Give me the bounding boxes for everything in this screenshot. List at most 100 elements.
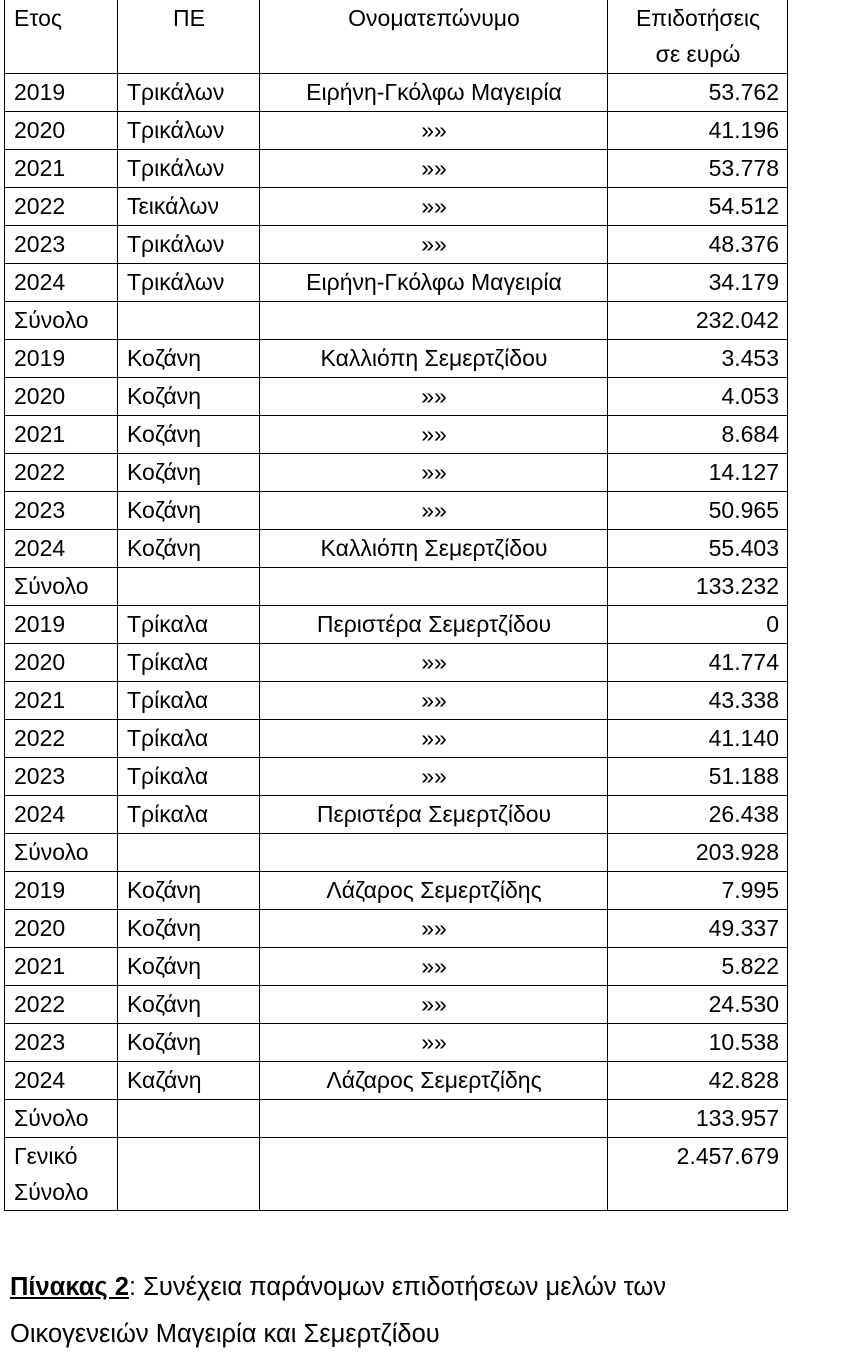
cell-amount: 3.453	[607, 339, 788, 378]
table-row: 2024 Καζάνη Λάζαρος Σεμερτζίδης 42.828	[4, 1061, 788, 1100]
table-row: 2023 Τρίκαλα»» 51.188	[4, 757, 788, 796]
caption-label: Πίνακας 2	[10, 1273, 129, 1301]
cell-year: 2020	[4, 643, 118, 682]
cell-amount: 7.995	[607, 871, 788, 910]
cell-amount: 232.042	[607, 301, 788, 340]
cell-year: 2024	[4, 263, 118, 302]
cell-full-name: »»	[259, 947, 608, 986]
grand-total-row: Γενικό Σύνολο 2.457.679	[4, 1137, 788, 1211]
cell-amount: 34.179	[607, 263, 788, 302]
cell-year: 2024	[4, 795, 118, 834]
header-row: Ετος ΠΕ Ονοματεπώνυμο Επιδοτήσεις σε ευρώ	[4, 0, 788, 74]
cell-amount: 49.337	[607, 909, 788, 948]
cell-amount: 4.053	[607, 377, 788, 416]
table-row: 2024 Τρικάλων Ειρήνη-Γκόλφω Μαγειρία 34.179	[4, 263, 788, 302]
cell-regional-unit: Τρίκαλα	[117, 643, 260, 682]
cell-amount: 203.928	[607, 833, 788, 872]
cell-year: Σύνολο	[4, 833, 118, 872]
cell-full-name	[259, 301, 608, 340]
cell-amount: 8.684	[607, 415, 788, 454]
cell-amount: 41.196	[607, 111, 788, 150]
cell-regional-unit	[117, 1099, 260, 1138]
cell-full-name: »»	[259, 643, 608, 682]
cell-amount: 41.774	[607, 643, 788, 682]
cell-full-name: »»	[259, 377, 608, 416]
subtotal-row: Σύνολο 133.957	[4, 1099, 788, 1138]
cell-regional-unit: Κοζάνη	[117, 909, 260, 948]
header-year: Ετος	[4, 0, 118, 74]
cell-regional-unit: Κοζάνη	[117, 453, 260, 492]
cell-year: 2022	[4, 453, 118, 492]
cell-amount: 54.512	[607, 187, 788, 226]
caption-text-line2: Οικογενειών Μαγειρία και Σεμερτζίδου	[10, 1320, 440, 1348]
cell-full-name: »»	[259, 415, 608, 454]
cell-amount: 43.338	[607, 681, 788, 720]
cell-regional-unit: Τρίκαλα	[117, 757, 260, 796]
cell-full-name: »»	[259, 719, 608, 758]
cell-regional-unit: Τρικάλων	[117, 111, 260, 150]
cell-amount: 133.957	[607, 1099, 788, 1138]
cell-regional-unit: Κοζάνη	[117, 377, 260, 416]
table-row: 2021 Τρικάλων»» 53.778	[4, 149, 788, 188]
cell-full-name: »»	[259, 111, 608, 150]
cell-year: 2024	[4, 1061, 118, 1100]
header-full-name: Ονοματεπώνυμο	[259, 0, 608, 74]
table-caption: Πίνακας 2: Συνέχεια παράνομων επιδοτήσεω…	[10, 1264, 666, 1358]
cell-year: 2021	[4, 947, 118, 986]
cell-amount: 24.530	[607, 985, 788, 1024]
header-regional-unit: ΠΕ	[117, 0, 260, 74]
cell-full-name: »»	[259, 187, 608, 226]
cell-regional-unit: Τρίκαλα	[117, 605, 260, 644]
header-subsidies-line2: σε ευρώ	[655, 41, 741, 67]
cell-full-name: Λάζαρος Σεμερτζίδης	[259, 871, 608, 910]
cell-year: Σύνολο	[4, 567, 118, 606]
table-row: 2020 Κοζάνη»» 49.337	[4, 909, 788, 948]
cell-regional-unit: Κοζάνη	[117, 339, 260, 378]
table-row: 2021 Τρίκαλα»» 43.338	[4, 681, 788, 720]
cell-full-name: Ειρήνη-Γκόλφω Μαγειρία	[259, 73, 608, 112]
cell-full-name	[259, 567, 608, 606]
cell-year: 2022	[4, 719, 118, 758]
cell-full-name: Περιστέρα Σεμερτζίδου	[259, 605, 608, 644]
subtotal-row: Σύνολο 203.928	[4, 833, 788, 872]
cell-regional-unit: Κοζάνη	[117, 985, 260, 1024]
cell-regional-unit: Τρικάλων	[117, 73, 260, 112]
cell-regional-unit: Κοζάνη	[117, 1023, 260, 1062]
cell-regional-unit: Κοζάνη	[117, 947, 260, 986]
cell-regional-unit: Τρίκαλα	[117, 795, 260, 834]
table-row: 2021 Κοζάνη»» 5.822	[4, 947, 788, 986]
grand-total-label-line1: Γενικό	[14, 1143, 78, 1169]
cell-regional-unit: Τρικάλων	[117, 225, 260, 264]
header-subsidies: Επιδοτήσεις σε ευρώ	[607, 0, 788, 74]
cell-year: 2023	[4, 757, 118, 796]
cell-regional-unit	[117, 301, 260, 340]
cell-regional-unit	[117, 567, 260, 606]
table-row: 2023 Κοζάνη»» 10.538	[4, 1023, 788, 1062]
cell-full-name: Ειρήνη-Γκόλφω Μαγειρία	[259, 263, 608, 302]
cell-amount: 53.762	[607, 73, 788, 112]
table-row: 2021 Κοζάνη»» 8.684	[4, 415, 788, 454]
cell-amount: 10.538	[607, 1023, 788, 1062]
grand-total-value: 2.457.679	[607, 1137, 788, 1211]
subtotal-row: Σύνολο 133.232	[4, 567, 788, 606]
table-row: 2022 Τεικάλων»» 54.512	[4, 187, 788, 226]
cell-full-name: »»	[259, 985, 608, 1024]
cell-year: 2023	[4, 225, 118, 264]
cell-year: 2019	[4, 871, 118, 910]
cell-year: Σύνολο	[4, 1099, 118, 1138]
cell-regional-unit: Τρικάλων	[117, 149, 260, 188]
cell-amount: 14.127	[607, 453, 788, 492]
cell-full-name: »»	[259, 149, 608, 188]
cell-year: 2019	[4, 73, 118, 112]
cell-regional-unit: Κοζάνη	[117, 415, 260, 454]
table-row: 2019 Τρικάλων Ειρήνη-Γκόλφω Μαγειρία 53.762	[4, 73, 788, 112]
cell-amount: 55.403	[607, 529, 788, 568]
table-row: 2019 Τρίκαλα Περιστέρα Σεμερτζίδου 0	[4, 605, 788, 644]
cell-year: 2020	[4, 111, 118, 150]
cell-full-name	[259, 1137, 608, 1211]
cell-full-name: Καλλιόπη Σεμερτζίδου	[259, 529, 608, 568]
cell-full-name: »»	[259, 225, 608, 264]
cell-year: 2022	[4, 187, 118, 226]
subsidies-table: Ετος ΠΕ Ονοματεπώνυμο Επιδοτήσεις σε ευρώ…	[4, 0, 788, 1211]
cell-year: 2021	[4, 149, 118, 188]
